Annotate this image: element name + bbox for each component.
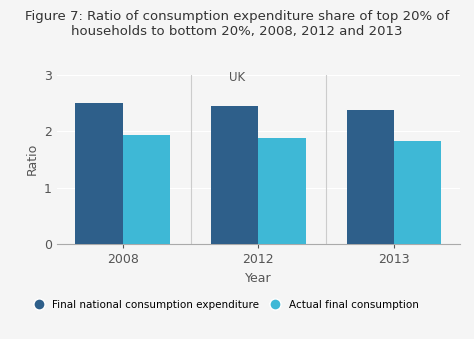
Y-axis label: Ratio: Ratio (26, 143, 38, 176)
X-axis label: Year: Year (245, 272, 272, 285)
Bar (123, 135, 170, 244)
Bar (394, 141, 441, 244)
Bar (346, 109, 394, 244)
Bar (75, 103, 123, 244)
Bar (211, 106, 258, 244)
Text: Figure 7: Ratio of consumption expenditure share of top 20% of
households to bot: Figure 7: Ratio of consumption expenditu… (25, 10, 449, 38)
Text: UK: UK (229, 71, 245, 84)
Legend: Final national consumption expenditure, Actual final consumption: Final national consumption expenditure, … (34, 300, 419, 310)
Bar (258, 138, 306, 244)
